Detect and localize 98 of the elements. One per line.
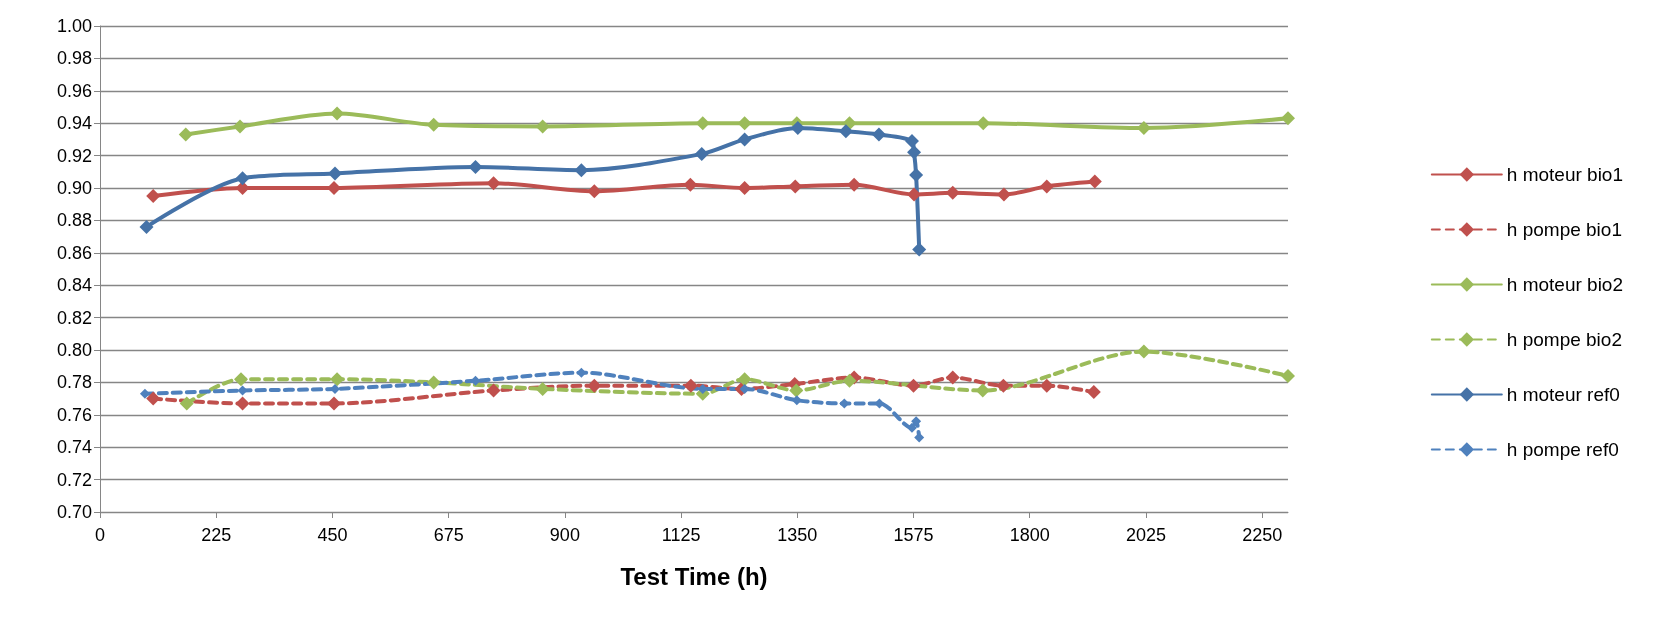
x-tick-label: 450 [317, 525, 348, 545]
point [139, 388, 150, 399]
x-tick-label: 900 [549, 525, 580, 545]
point [1136, 344, 1151, 359]
point [587, 378, 602, 393]
point [574, 163, 589, 178]
point [904, 134, 919, 149]
point [976, 116, 991, 131]
point [179, 396, 194, 411]
point [906, 422, 917, 433]
point [1039, 179, 1054, 194]
x-axis-title: Test Time (h) [620, 562, 768, 590]
y-tick-label: 0.96 [56, 80, 92, 101]
y-tick-label: 0.88 [56, 210, 92, 231]
legend-label: h moteur bio2 [1506, 274, 1624, 295]
y-tick-label: 0.80 [56, 340, 92, 360]
x-tick-label: 1800 [1009, 525, 1050, 545]
point [975, 383, 990, 398]
point [737, 132, 752, 147]
point [914, 432, 925, 443]
point [683, 177, 698, 192]
point [871, 127, 886, 142]
point [486, 176, 501, 191]
legend-label: h moteur ref0 [1506, 384, 1620, 405]
point [587, 184, 602, 199]
point [683, 378, 698, 393]
point [788, 179, 803, 194]
point [1039, 378, 1054, 393]
point [737, 116, 752, 131]
point [907, 145, 922, 160]
point [178, 127, 193, 142]
y-tick-label: 0.82 [56, 307, 92, 328]
point [1281, 368, 1295, 383]
y-tick-label: 0.98 [56, 48, 92, 69]
legend-label: h pompe bio1 [1506, 219, 1622, 240]
point [1086, 385, 1101, 400]
x-tick-label: 2250 [1242, 525, 1283, 545]
point [330, 372, 345, 387]
point [790, 121, 805, 136]
point [146, 391, 161, 406]
point [1281, 111, 1295, 126]
point [1087, 174, 1102, 189]
point [909, 168, 924, 183]
y-tick-label: 0.78 [56, 372, 92, 393]
y-tick-label: 0.90 [56, 178, 92, 198]
point [232, 119, 247, 134]
x-tick-label: 1125 [661, 525, 701, 545]
point [146, 189, 161, 204]
point [996, 187, 1011, 202]
point [486, 383, 501, 398]
point [737, 181, 752, 195]
y-tick-label: 0.72 [56, 469, 92, 490]
y-tick-label: 0.76 [56, 404, 92, 425]
point [695, 116, 710, 131]
point [996, 378, 1011, 393]
point [697, 383, 708, 394]
x-tick-label: 1575 [893, 525, 934, 545]
point [945, 185, 960, 200]
point [426, 117, 441, 132]
point [235, 181, 250, 195]
x-tick-label: 675 [433, 525, 464, 545]
y-tick-label: 0.74 [56, 437, 92, 458]
point [234, 372, 249, 387]
point [426, 375, 441, 390]
x-tick-label: 0 [94, 525, 106, 545]
point [326, 396, 341, 411]
y-tick-label: 1.00 [56, 16, 92, 36]
point [906, 378, 921, 393]
x-tick-label: 2025 [1125, 525, 1166, 545]
x-tick-label: 1350 [777, 525, 818, 545]
point [535, 119, 550, 134]
legend-label: h pompe ref0 [1506, 439, 1619, 460]
point [945, 370, 960, 385]
point [330, 106, 345, 121]
point [847, 177, 862, 192]
point [842, 373, 857, 388]
y-tick-label: 0.84 [56, 275, 92, 296]
legend-label: h pompe bio2 [1506, 329, 1622, 350]
x-tick-label: 225 [201, 525, 232, 545]
point [468, 159, 483, 174]
y-tick-label: 0.86 [56, 242, 92, 263]
y-tick-label: 0.70 [56, 502, 92, 522]
point [737, 372, 752, 387]
point [535, 381, 550, 396]
point [694, 146, 709, 161]
y-tick-label: 0.92 [56, 145, 92, 166]
point [739, 383, 750, 394]
point [328, 166, 343, 181]
point [789, 383, 804, 398]
point [139, 219, 154, 234]
point [791, 395, 802, 406]
legend-label: h moteur bio1 [1506, 164, 1624, 185]
point [235, 396, 250, 411]
y-tick-label: 0.94 [56, 113, 92, 134]
point [912, 242, 927, 257]
point [907, 187, 922, 202]
point [838, 124, 853, 139]
point [235, 171, 250, 186]
